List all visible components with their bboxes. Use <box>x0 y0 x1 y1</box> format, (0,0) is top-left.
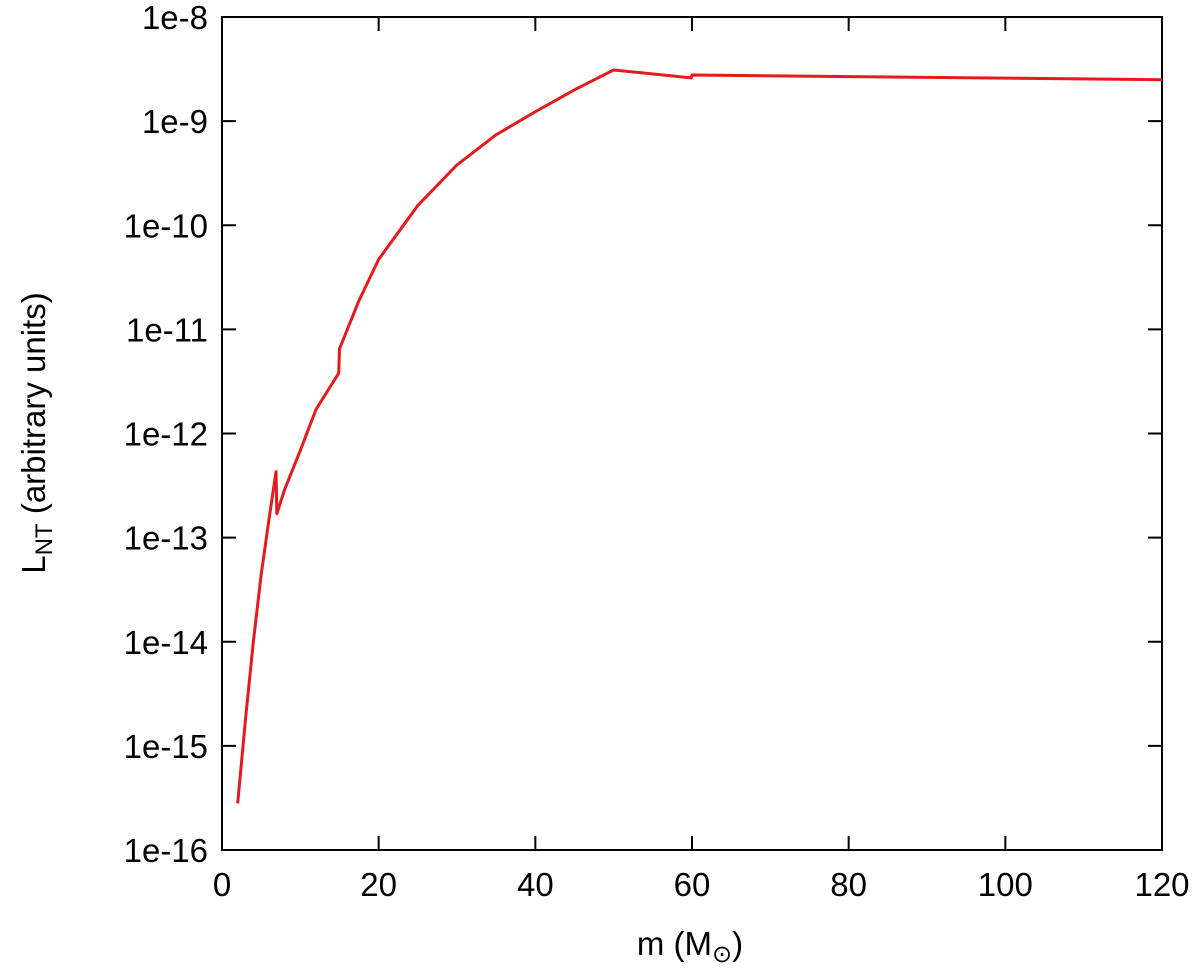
y-tick-label: 1e-9 <box>142 103 208 140</box>
y-tick-label: 1e-16 <box>124 832 208 869</box>
x-tick-label: 120 <box>1134 866 1189 903</box>
y-tick-label: 1e-11 <box>126 311 208 348</box>
x-title-end: ) <box>732 925 743 962</box>
x-tick-label: 80 <box>830 866 867 903</box>
y-tick-label: 1e-14 <box>124 624 208 661</box>
x-tick-label: 0 <box>213 866 231 903</box>
y-tick-label: 1e-15 <box>124 728 208 765</box>
y-tick-label: 1e-8 <box>142 0 208 36</box>
x-title-sub: ⊙ <box>712 941 732 968</box>
data-line <box>236 68 1163 804</box>
plot-frame <box>221 16 1163 851</box>
x-tick-label: 40 <box>517 866 554 903</box>
y-axis-title: LNT (arbitrary units) <box>15 292 58 573</box>
x-tick-label: 60 <box>674 866 711 903</box>
y-title-sub: NT <box>31 523 58 555</box>
x-axis-title: m (M⊙) <box>637 925 743 968</box>
y-title-main: L <box>15 555 52 573</box>
y-tick-label: 1e-10 <box>124 207 208 244</box>
y-tick-label: 1e-13 <box>124 520 208 557</box>
x-title-main: m (M <box>637 925 712 962</box>
x-tick-label: 20 <box>360 866 397 903</box>
x-tick-label: 100 <box>978 866 1033 903</box>
y-title-end: (arbitrary units) <box>15 292 52 523</box>
y-tick-label: 1e-12 <box>124 416 208 453</box>
